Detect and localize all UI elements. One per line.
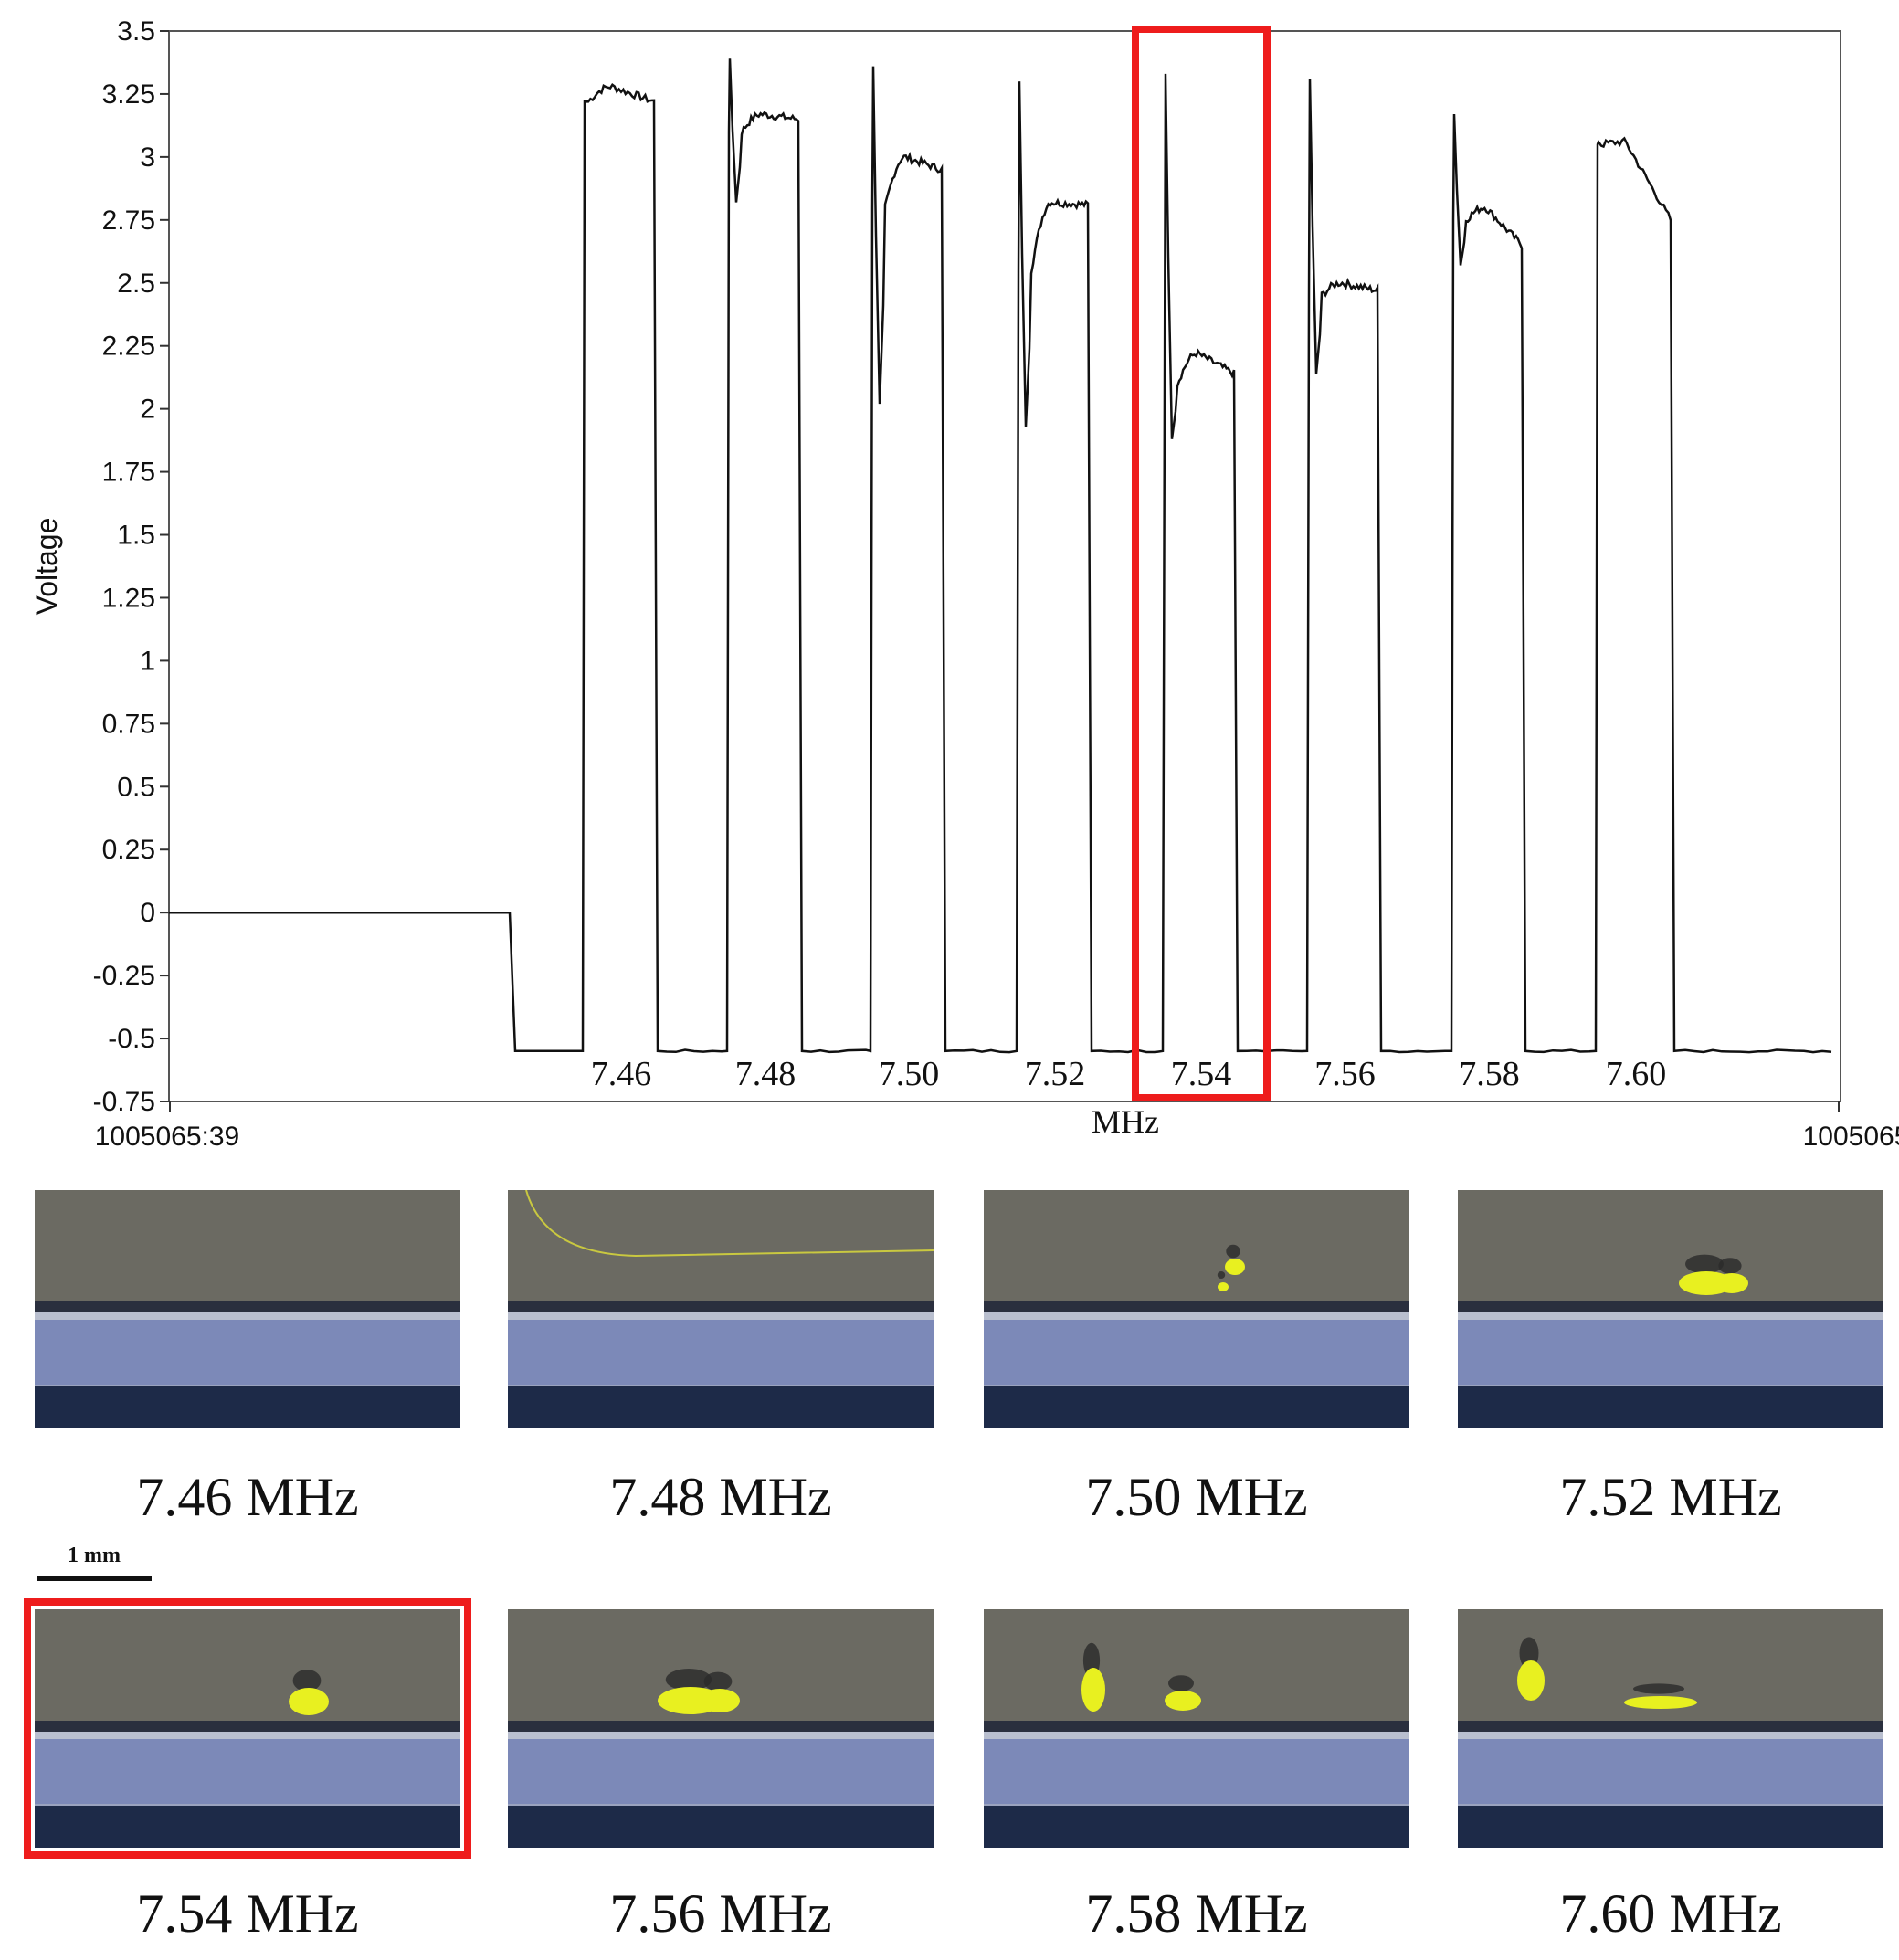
pulse-label: 7.56 bbox=[1314, 1055, 1376, 1093]
y-tick-label: 2.5 bbox=[117, 269, 155, 299]
fluorescence-frame bbox=[508, 1609, 934, 1848]
microscope-image bbox=[35, 1609, 460, 1848]
frame-caption: 7.56 MHz bbox=[609, 1883, 832, 1944]
y-tick-label: 0.75 bbox=[102, 709, 155, 739]
y-tick-label: 2.75 bbox=[102, 205, 155, 236]
y-tick-label: 3.5 bbox=[117, 16, 155, 47]
scale-bar-label: 1 mm bbox=[68, 1544, 121, 1567]
pulse-label: 7.50 bbox=[879, 1055, 940, 1093]
y-tick-label: 0 bbox=[140, 898, 155, 928]
fluorescence-frame bbox=[984, 1609, 1409, 1848]
frame-caption: 7.58 MHz bbox=[1085, 1883, 1308, 1944]
pulse-label: 7.52 bbox=[1025, 1055, 1086, 1093]
frame-caption: 7.48 MHz bbox=[609, 1467, 832, 1527]
voltage-line bbox=[169, 58, 1832, 1054]
scale-bar: 1 mm bbox=[37, 1544, 155, 1598]
pulse-label: 7.58 bbox=[1459, 1055, 1520, 1093]
frame-caption: 7.60 MHz bbox=[1559, 1883, 1782, 1944]
x-range-start-label: 1005065:39 bbox=[95, 1122, 240, 1152]
frame-caption: 7.54 MHz bbox=[136, 1883, 359, 1944]
x-axis-title: MHz bbox=[1092, 1103, 1159, 1140]
microscope-image bbox=[984, 1609, 1409, 1848]
pulse-label: 7.46 bbox=[591, 1055, 652, 1093]
microscope-image bbox=[508, 1190, 934, 1428]
y-tick-label: -0.25 bbox=[93, 961, 155, 991]
microscope-image bbox=[984, 1190, 1409, 1428]
pulse-label: 7.48 bbox=[735, 1055, 797, 1093]
y-tick-label: -0.5 bbox=[108, 1024, 155, 1054]
fluorescence-frame bbox=[508, 1190, 934, 1428]
frame-caption: 7.52 MHz bbox=[1559, 1467, 1782, 1527]
y-tick-label: 0.5 bbox=[117, 772, 155, 802]
microscope-image bbox=[508, 1609, 934, 1848]
y-tick-label: 1.5 bbox=[117, 521, 155, 551]
fluorescence-frame bbox=[1458, 1190, 1883, 1428]
pulse-label: 7.54 bbox=[1171, 1055, 1232, 1093]
pulse-labels: 7.46 7.48 7.50 7.52 7.54 7.56 7.58 7.60 bbox=[591, 1055, 1667, 1093]
fluorescence-frame bbox=[984, 1190, 1409, 1428]
pulse-label: 7.60 bbox=[1606, 1055, 1667, 1093]
frame-caption: 7.50 MHz bbox=[1085, 1467, 1308, 1527]
y-tick-label: -0.75 bbox=[93, 1087, 155, 1117]
microscope-image bbox=[1458, 1609, 1883, 1848]
y-axis: 3.5 3.25 3 2.75 2.5 2.25 2 1.75 1.5 1.25 1 0.75 0.5 0… bbox=[93, 16, 1840, 1117]
y-tick-label: 0.25 bbox=[102, 835, 155, 865]
y-tick-label: 3 bbox=[140, 142, 155, 173]
x-range-end-label: 1005065 bbox=[1803, 1122, 1899, 1152]
voltage-chart: 3.5 3.25 3 2.75 2.5 2.25 2 1.75 1.5 1.25 1 0.75 0.5 0… bbox=[30, 16, 1899, 1152]
fluorescence-frame bbox=[35, 1190, 460, 1428]
fluorescence-frame bbox=[24, 1598, 471, 1859]
voltage-trace bbox=[169, 58, 1832, 1054]
y-tick-label: 1.25 bbox=[102, 583, 155, 613]
plot-area bbox=[168, 30, 1841, 1102]
y-tick-label: 1.75 bbox=[102, 458, 155, 488]
y-tick-label: 3.25 bbox=[102, 79, 155, 110]
microscope-image bbox=[1458, 1190, 1883, 1428]
y-tick-label: 1 bbox=[140, 646, 155, 676]
y-tick-label: 2 bbox=[140, 395, 155, 425]
frame-caption: 7.46 MHz bbox=[136, 1467, 359, 1527]
y-axis-title: Voltage bbox=[30, 518, 63, 616]
highlight-box bbox=[1132, 26, 1271, 1101]
scale-bar-line bbox=[37, 1576, 152, 1581]
y-tick-label: 2.25 bbox=[102, 332, 155, 362]
fluorescence-frame bbox=[1458, 1609, 1883, 1848]
microscope-image bbox=[35, 1190, 460, 1428]
